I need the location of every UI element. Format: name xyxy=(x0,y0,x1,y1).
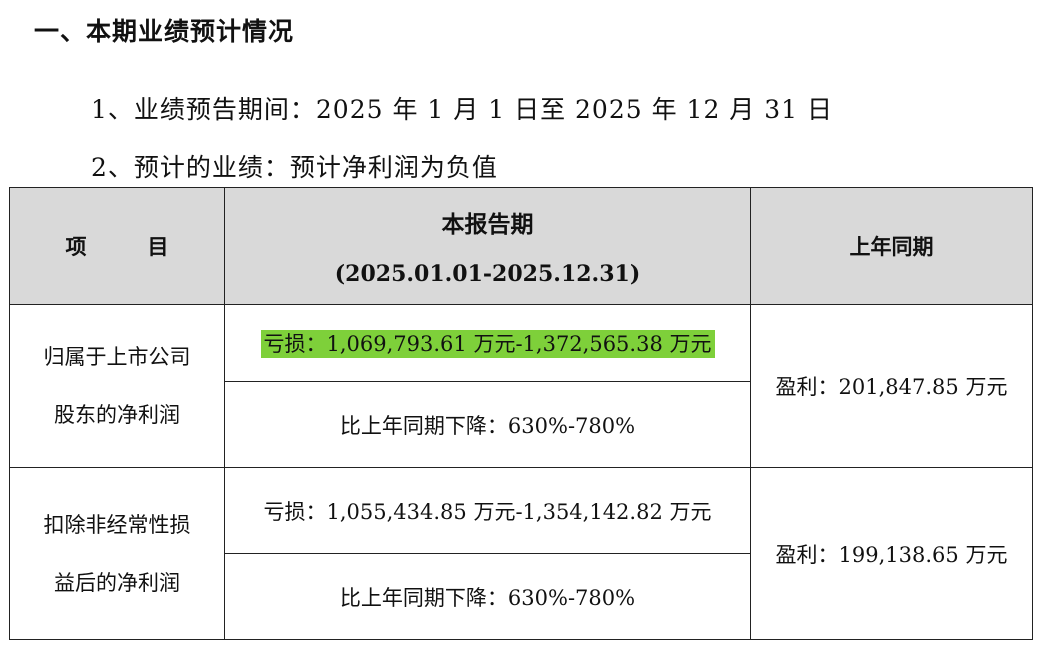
forecast-table: 项 目 本报告期 (2025.01.01-2025.12.31) 上年同期 归属… xyxy=(9,187,1033,640)
table-row: 扣除非经常性损 益后的净利润 亏损：1,055,434.85 万元-1,354,… xyxy=(9,467,1033,640)
current-value: 亏损：1,069,793.61 万元-1,372,565.38 万元 xyxy=(260,330,715,358)
table-row: 归属于上市公司 股东的净利润 亏损：1,069,793.61 万元-1,372,… xyxy=(9,304,1033,468)
header-item: 项 目 xyxy=(9,187,225,305)
forecast-period: 1、业绩预告期间：2025 年 1 月 1 日至 2025 年 12 月 31 … xyxy=(91,95,834,124)
current-value-cell: 亏损：1,069,793.61 万元-1,372,565.38 万元 xyxy=(224,304,751,382)
header-prior-period: 上年同期 xyxy=(750,187,1033,305)
current-value: 亏损：1,055,434.85 万元-1,354,142.82 万元 xyxy=(224,467,751,554)
header-current-range: (2025.01.01-2025.12.31) xyxy=(334,261,641,287)
row-label: 扣除非经常性损 益后的净利润 xyxy=(9,467,225,640)
row-label-line: 股东的净利润 xyxy=(54,403,180,427)
table-row: 比上年同期下降：630%-780% xyxy=(10,381,1033,468)
current-change: 比上年同期下降：630%-780% xyxy=(224,553,751,640)
row-label-line: 扣除非经常性损 xyxy=(43,512,191,537)
row-label-line: 归属于上市公司 xyxy=(43,345,191,369)
prior-value: 盈利：201,847.85 万元 xyxy=(750,304,1033,468)
table-header-row: 项 目 本报告期 (2025.01.01-2025.12.31) 上年同期 xyxy=(9,187,1033,305)
current-change: 比上年同期下降：630%-780% xyxy=(224,381,751,468)
forecast-result: 2、预计的业绩：预计净利润为负值 xyxy=(91,153,498,182)
prior-value: 盈利：199,138.65 万元 xyxy=(750,467,1033,640)
row-label-line: 益后的净利润 xyxy=(54,570,180,595)
header-current-period: 本报告期 (2025.01.01-2025.12.31) xyxy=(224,187,751,305)
row-label: 归属于上市公司 股东的净利润 xyxy=(9,304,225,468)
table-row: 比上年同期下降：630%-780% xyxy=(10,553,1033,640)
header-current-title: 本报告期 xyxy=(441,212,534,238)
section-heading: 一、本期业绩预计情况 xyxy=(34,17,295,46)
